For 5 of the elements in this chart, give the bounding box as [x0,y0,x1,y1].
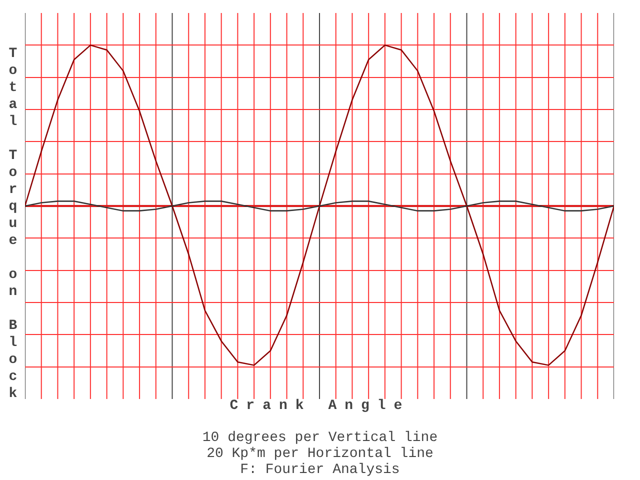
text: 10 degrees per Vertical line [201,430,439,446]
x-axis-title: Crank Angle [230,398,410,414]
text: 20 Kp*m per Horizontal line [206,446,434,462]
y-axis-title: Total Torque on Block [4,46,22,403]
text: F: Fourier Analysis [239,462,401,478]
